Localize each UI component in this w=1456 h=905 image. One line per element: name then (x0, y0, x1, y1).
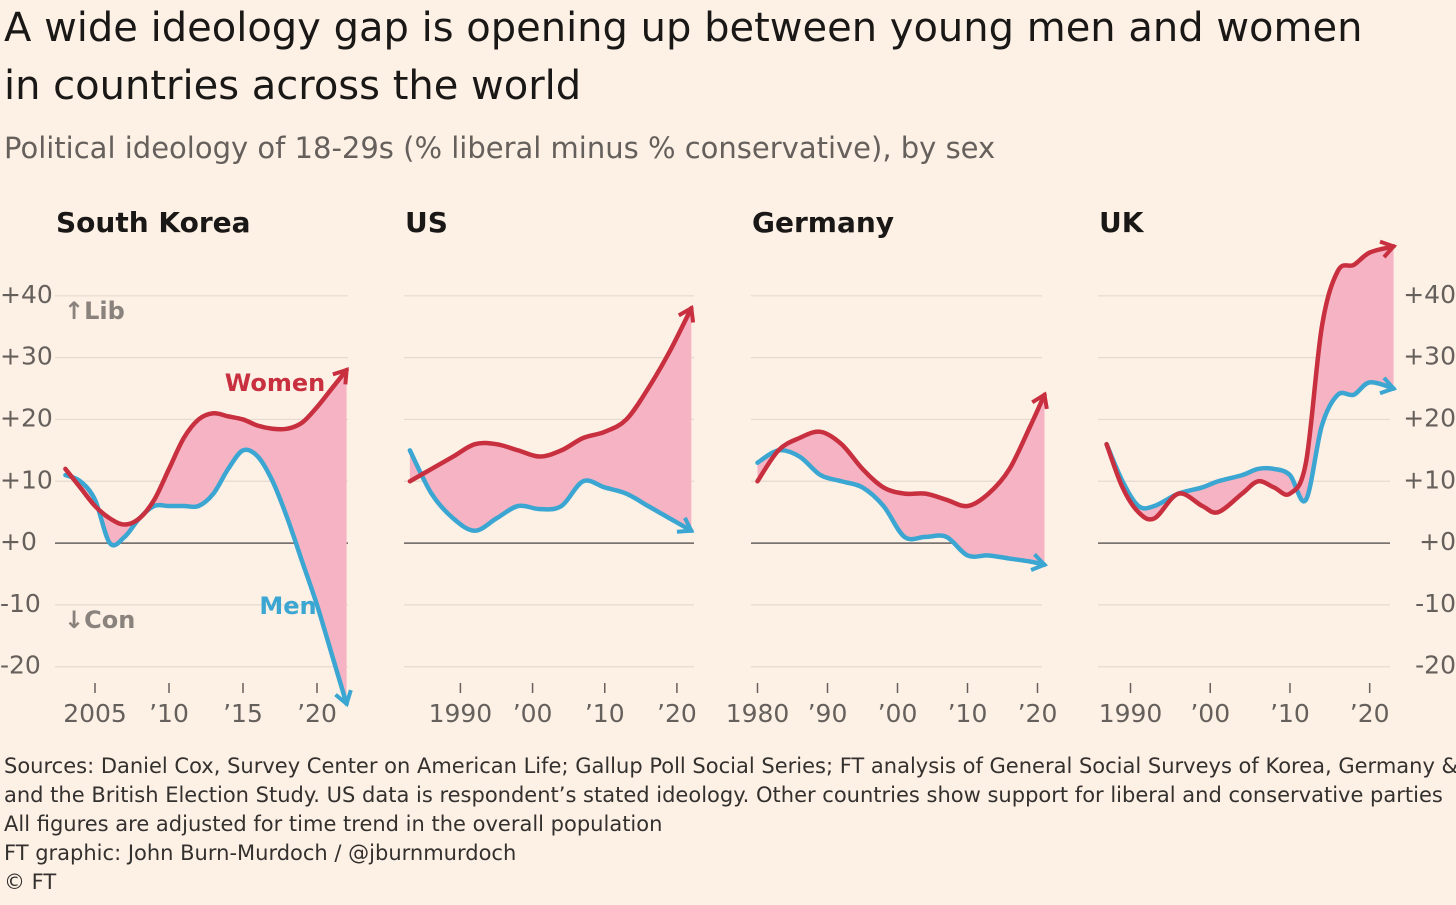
series-line (63, 367, 349, 527)
title: in countries across the world (4, 63, 581, 109)
x-tick-label: 2005 (63, 699, 127, 728)
x-tick-label: 1980 (726, 699, 790, 728)
series-label: Women (225, 369, 325, 397)
y-tick-label: -10 (1415, 589, 1456, 618)
x-tick-label: ’90 (808, 699, 848, 728)
note: © FT (4, 870, 56, 894)
x-tick-label: ’20 (297, 699, 337, 728)
x-tick-label: ’20 (1350, 699, 1390, 728)
y-tick-label: +10 (1403, 465, 1456, 494)
y-tick-label: +40 (0, 280, 53, 309)
note: All figures are adjusted for time trend … (4, 812, 662, 836)
y-tick-label: +20 (1403, 403, 1456, 432)
x-tick-label: ’20 (1018, 699, 1058, 728)
series-line (407, 304, 696, 484)
x-tick-label: ’10 (1270, 699, 1310, 728)
note: Sources: Daniel Cox, Survey Center on Am… (4, 754, 1456, 778)
x-tick-label: ’20 (657, 699, 697, 728)
series-line (755, 447, 1049, 572)
note: and the British Election Study. US data … (4, 783, 1443, 807)
x-tick-label: 1990 (1099, 699, 1163, 728)
y-tick-label: -20 (0, 651, 41, 680)
y-tick-label: +10 (0, 465, 53, 494)
x-tick-label: ’15 (223, 699, 263, 728)
panel-title: South Korea (56, 206, 251, 239)
x-tick-label: ’10 (948, 699, 988, 728)
x-tick-label: ’00 (1190, 699, 1230, 728)
y-tick-label: +30 (1403, 342, 1456, 371)
gap-area (409, 308, 692, 531)
subtitle: Political ideology of 18-29s (% liberal … (4, 131, 995, 165)
x-tick-label: 1990 (429, 699, 493, 728)
annotation: ↓Con (64, 606, 135, 634)
x-tick-label: ’00 (878, 699, 918, 728)
y-tick-label: +20 (0, 403, 53, 432)
y-tick-label: -20 (1415, 651, 1456, 680)
series-line (407, 448, 695, 534)
panel-title: UK (1099, 206, 1145, 239)
gap-area (1106, 246, 1394, 520)
y-tick-label: +40 (1403, 280, 1456, 309)
series-line (1104, 376, 1398, 511)
series-label: Men (259, 592, 316, 620)
series-line (755, 391, 1049, 509)
gap-area (65, 370, 347, 704)
y-tick-label: +0 (0, 527, 37, 556)
title: A wide ideology gap is opening up betwee… (4, 5, 1362, 51)
x-tick-label: ’10 (149, 699, 189, 728)
x-tick-label: ’00 (513, 699, 553, 728)
x-tick-label: ’10 (585, 699, 625, 728)
panel-title: US (405, 206, 448, 239)
panel-title: Germany (752, 206, 894, 239)
y-tick-label: -10 (0, 589, 41, 618)
y-tick-label: +0 (1419, 527, 1456, 556)
annotation: ↑Lib (64, 297, 125, 325)
note: FT graphic: John Burn-Murdoch / @jburnmu… (4, 841, 516, 865)
y-tick-label: +30 (0, 342, 53, 371)
series-line (63, 447, 353, 708)
series-line (1104, 239, 1398, 522)
